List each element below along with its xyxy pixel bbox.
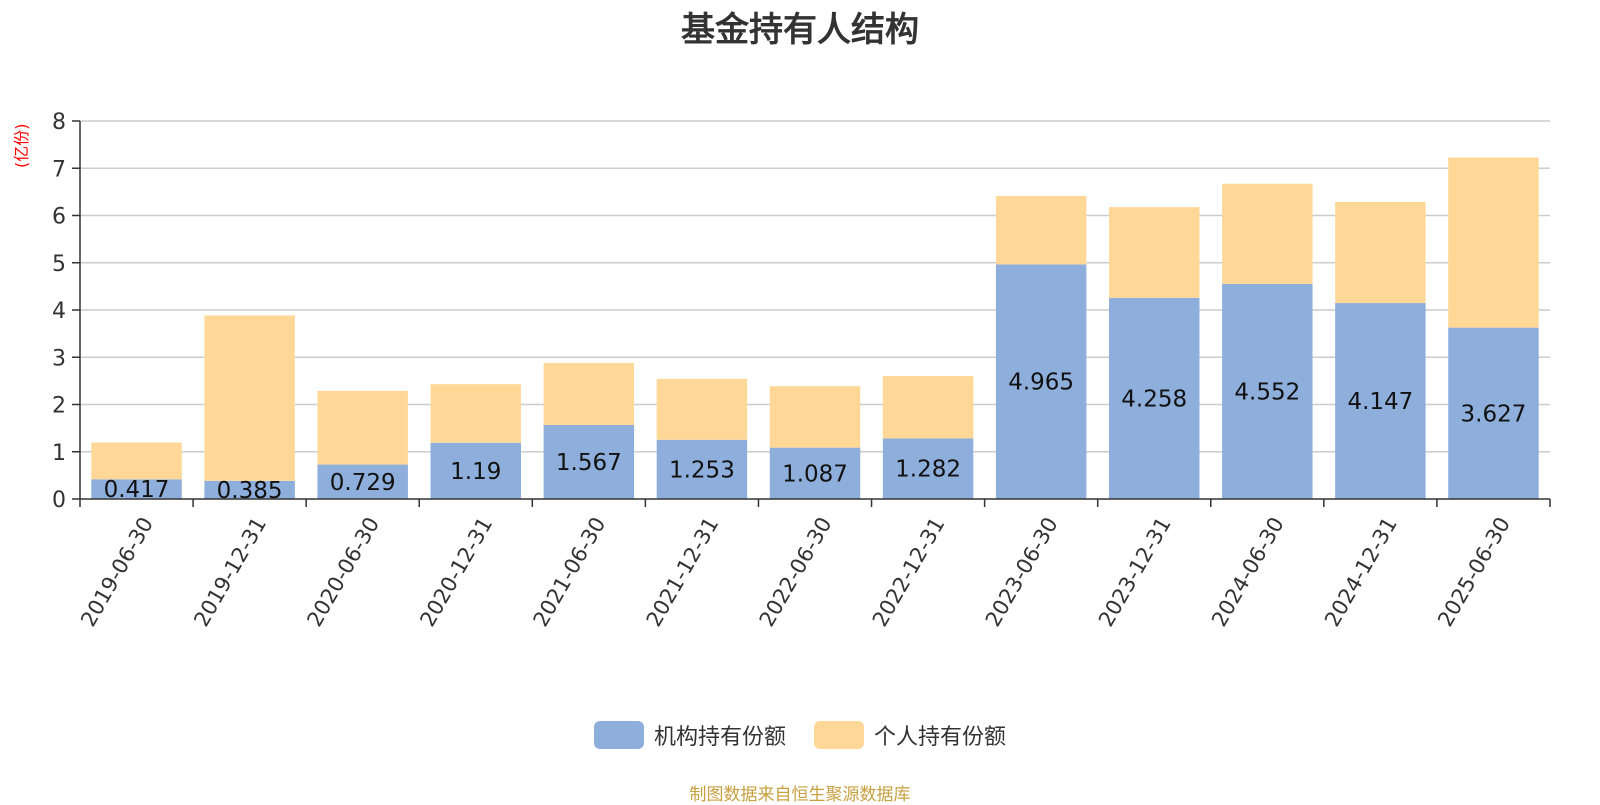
x-tick-label: 2020-12-31 [415,513,497,631]
bar-individual [769,386,861,448]
bar-institutional [317,464,408,499]
x-tick-label: 2024-06-30 [1207,513,1289,631]
data-labels: 0.417 0.385 0.729 1.19 1.567 1.253 1.087 1.2824… [104,370,1527,504]
bar-institutional [656,439,748,499]
x-tick-label: 2023-12-31 [1094,513,1176,631]
data-label: 4.965 [1008,370,1074,396]
x-tick-label: 2023-06-30 [981,513,1063,631]
y-tick-label: 4 [52,299,66,324]
y-tick-label: 5 [52,252,66,277]
y-tick-label: 3 [52,346,66,371]
x-tick-label: 2019-12-31 [189,513,271,631]
y-tick-label: 1 [52,441,66,466]
bar-institutional [769,447,861,499]
legend-item-institutional[interactable]: 机构持有份额 [593,719,786,751]
bar-institutional [91,479,182,499]
source-note: 制图数据来自恒生聚源数据库 [689,785,911,805]
legend: 机构持有份额 个人持有份额 [0,719,1600,751]
y-tick-label: 7 [52,157,66,182]
bar-individual [1109,207,1200,298]
bar-individual [656,378,748,440]
bar-individual [995,195,1087,265]
bars [91,157,1539,499]
data-label: 0.729 [330,470,396,496]
data-label: 3.627 [1461,401,1527,427]
bar-individual [91,442,182,480]
data-label: 4.147 [1347,389,1413,415]
data-label: 1.282 [895,457,961,483]
legend-swatch-institutional [593,721,644,749]
bar-individual [543,363,635,425]
y-tick-label: 6 [52,205,66,230]
y-tick-label: 8 [52,110,66,135]
x-tick-label: 2021-12-31 [642,513,724,631]
chart-title: 基金持有人结构 [681,10,919,50]
legend-item-individual[interactable]: 个人持有份额 [814,719,1006,751]
bar-individual [204,315,295,481]
x-tick-label: 2019-06-30 [76,513,158,631]
bar-institutional [1335,303,1426,499]
x-tick-label: 2020-06-30 [302,513,384,631]
data-label: 4.258 [1121,386,1187,412]
bar-individual [1222,183,1313,284]
legend-label-individual: 个人持有份额 [874,725,1007,750]
y-tick-label: 2 [52,394,66,419]
bar-individual [430,384,521,443]
data-label: 1.253 [669,457,735,483]
x-tick-label: 2021-06-30 [529,513,611,631]
bar-individual [317,390,408,465]
bar-institutional [1448,327,1539,499]
bar-individual [882,376,974,439]
x-tick-label: 2025-06-30 [1433,513,1515,631]
data-label: 1.567 [556,450,622,476]
y-tick-label: 0 [52,488,66,513]
bar-institutional [543,424,635,499]
bar-institutional [430,442,521,499]
bar-institutional [882,438,974,499]
bar-individual [1448,157,1539,328]
bar-individual [1335,201,1426,304]
data-label: 1.087 [782,461,848,487]
data-label: 1.19 [450,459,501,485]
data-label: 4.552 [1234,379,1300,405]
bar-institutional [1109,297,1200,499]
bar-institutional [204,480,295,499]
bar-institutional [995,264,1087,499]
bar-institutional [1222,283,1313,499]
x-tick-label: 2022-06-30 [755,513,837,631]
legend-swatch-individual [814,721,864,749]
legend-label-institutional: 机构持有份额 [653,725,786,750]
data-label: 0.385 [217,478,283,504]
x-tick-label: 2024-12-31 [1320,513,1402,631]
x-tick-label: 2022-12-31 [868,513,950,631]
